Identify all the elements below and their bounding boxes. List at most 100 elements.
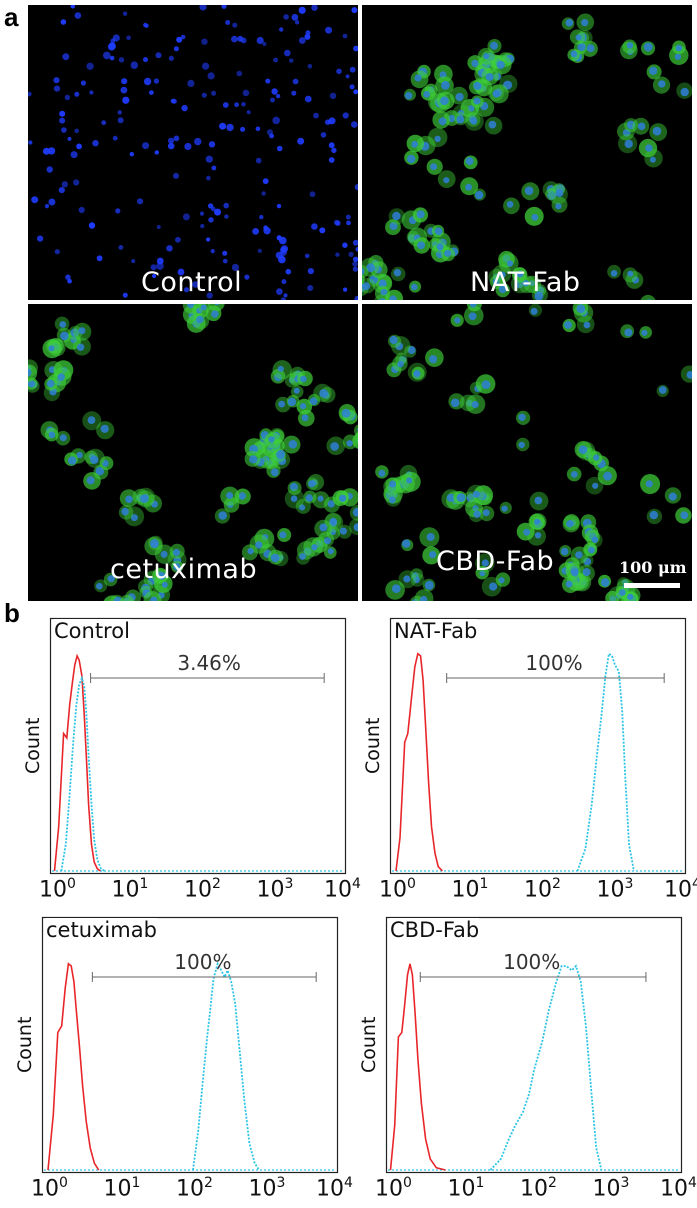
nucleus: [300, 375, 307, 383]
nucleus: [270, 553, 280, 563]
nucleus: [76, 451, 83, 459]
nucleus: [76, 143, 82, 150]
nucleus: [643, 42, 653, 52]
nucleus: [53, 77, 60, 84]
nucleus: [530, 307, 538, 315]
nucleus: [202, 62, 210, 70]
nucleus: [498, 577, 505, 584]
nucleus: [226, 123, 234, 132]
nucleus: [522, 280, 530, 287]
nucleus: [156, 262, 164, 270]
nucleus: [475, 190, 484, 200]
nucleus: [74, 91, 80, 97]
nucleus: [457, 109, 465, 117]
cell-membrane: [28, 364, 38, 382]
nucleus: [211, 165, 217, 171]
nucleus: [96, 582, 103, 590]
nucleus: [218, 511, 227, 520]
nucleus: [317, 495, 324, 502]
y-axis-label: Count: [362, 717, 384, 774]
nucleus: [262, 455, 270, 463]
nucleus: [173, 135, 180, 142]
nucleus: [403, 575, 411, 583]
nucleus: [73, 179, 80, 186]
histogram-title: CBD-Fab: [390, 918, 480, 942]
nucleus: [149, 90, 154, 95]
histogram-plot: [389, 617, 687, 875]
nucleus: [70, 151, 78, 159]
nucleus: [652, 126, 662, 136]
nucleus: [483, 53, 490, 60]
flow-histogram-cbd-fab: CBD-Fab 100% Count 100 101 102 103 104: [358, 916, 697, 1201]
nucleus: [112, 135, 118, 141]
nucleus: [238, 492, 246, 500]
nucleus: [120, 86, 128, 94]
nucleus: [173, 172, 179, 179]
nucleus: [516, 271, 523, 278]
micrograph-label-control: Control: [141, 267, 243, 298]
nucleus: [173, 46, 179, 52]
nucleus: [211, 310, 219, 318]
nucleus: [290, 495, 298, 502]
nucleus: [118, 57, 125, 63]
nucleus: [658, 80, 666, 88]
nucleus: [86, 476, 95, 485]
nucleus: [125, 495, 133, 504]
gate-percentage: 100%: [503, 950, 561, 974]
nucleus: [257, 248, 262, 253]
nucleus: [658, 386, 667, 394]
nucleus: [645, 480, 653, 488]
nucleus: [140, 494, 149, 503]
nucleus: [273, 57, 278, 63]
nucleus: [62, 53, 70, 61]
nucleus: [649, 66, 658, 75]
nucleus: [298, 37, 306, 44]
nucleus: [256, 36, 264, 45]
nucleus: [103, 51, 111, 60]
nucleus: [278, 255, 286, 264]
flow-histogram-cetuximab: cetuximab 100% Count 100 101 102 103 104: [14, 916, 353, 1201]
nucleus: [122, 292, 128, 298]
x-tick-label: 104: [660, 1175, 697, 1202]
nucleus: [292, 78, 299, 85]
nucleus: [624, 139, 633, 149]
nucleus: [560, 547, 569, 556]
nucleus: [294, 20, 300, 25]
nucleus: [441, 80, 450, 90]
nucleus: [339, 494, 347, 502]
nucleus: [86, 62, 94, 70]
nucleus: [275, 93, 281, 99]
nucleus: [456, 493, 466, 502]
nucleus: [501, 505, 508, 512]
nucleus: [339, 527, 347, 535]
nucleus: [570, 471, 578, 478]
nucleus: [28, 380, 36, 388]
nucleus: [354, 295, 358, 300]
plot-frame: [389, 617, 687, 875]
nucleus: [143, 77, 152, 86]
nucleus: [380, 288, 388, 296]
nucleus: [201, 92, 207, 98]
nucleus: [298, 504, 306, 511]
nucleus: [59, 321, 67, 328]
nucleus: [518, 441, 525, 449]
nucleus: [70, 328, 80, 337]
nucleus: [570, 50, 578, 58]
micrograph-cetuximab: cetuximab: [28, 304, 358, 601]
nucleus: [130, 61, 139, 69]
nucleus: [234, 102, 240, 108]
x-tick-label: 104: [316, 1175, 353, 1202]
nucleus: [277, 365, 284, 372]
x-tick-label: 101: [447, 1175, 485, 1202]
nucleus: [96, 255, 103, 262]
nucleus: [192, 281, 199, 288]
x-tick-label: 100: [31, 1175, 68, 1202]
nucleus: [402, 539, 411, 548]
micrograph-cbd-fab: CBD-Fab 100 μm: [362, 304, 692, 601]
nucleus: [143, 57, 148, 63]
nucleus: [287, 397, 297, 407]
nucleus: [473, 81, 482, 90]
nucleus: [575, 551, 583, 559]
nucleus: [225, 20, 231, 25]
nucleus: [389, 295, 397, 300]
